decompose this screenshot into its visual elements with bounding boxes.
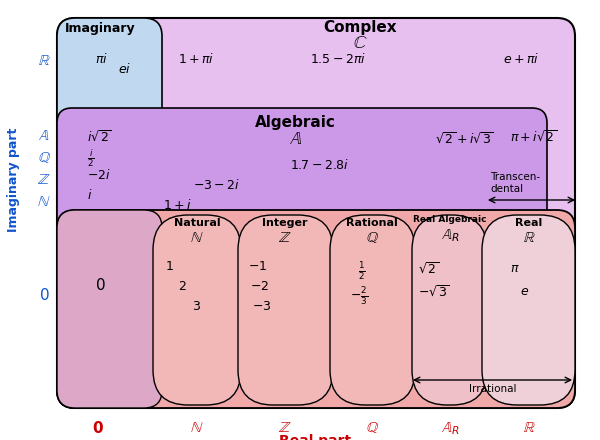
FancyBboxPatch shape — [482, 215, 575, 405]
Text: $\frac{i}{2}$: $\frac{i}{2}$ — [87, 148, 95, 169]
Text: $\mathbb{Q}$: $\mathbb{Q}$ — [365, 230, 379, 245]
Text: $\mathbb{N}$: $\mathbb{N}$ — [37, 194, 51, 209]
FancyBboxPatch shape — [412, 215, 487, 405]
FancyBboxPatch shape — [238, 215, 333, 405]
Text: $\mathbf{0}$: $\mathbf{0}$ — [92, 420, 104, 436]
Text: $2$: $2$ — [178, 280, 187, 293]
Text: $\mathbb{R}$: $\mathbb{R}$ — [523, 230, 535, 245]
Text: $0$: $0$ — [38, 287, 49, 303]
Text: $i$: $i$ — [87, 188, 92, 202]
Text: $-1$: $-1$ — [248, 260, 267, 273]
Text: Imaginary part: Imaginary part — [7, 128, 20, 232]
Text: $-3$: $-3$ — [252, 300, 271, 313]
Text: $\mathbb{A}_R$: $\mathbb{A}_R$ — [440, 227, 460, 244]
Text: $\mathbb{A}$: $\mathbb{A}$ — [38, 128, 50, 143]
Text: $-2$: $-2$ — [250, 280, 269, 293]
Text: $\frac{1}{2}$: $\frac{1}{2}$ — [358, 260, 365, 282]
Text: $\mathbb{R}$: $\mathbb{R}$ — [523, 420, 535, 435]
Text: $\mathbb{A}$: $\mathbb{A}$ — [289, 130, 301, 148]
Text: $e + \pi i$: $e + \pi i$ — [503, 52, 539, 66]
Text: $-2i$: $-2i$ — [87, 168, 111, 182]
Text: $\pi$: $\pi$ — [510, 262, 520, 275]
Text: $1 + \pi i$: $1 + \pi i$ — [178, 52, 214, 66]
FancyBboxPatch shape — [153, 215, 241, 405]
FancyBboxPatch shape — [330, 215, 415, 405]
Text: $3$: $3$ — [192, 300, 201, 313]
Text: $\mathbb{R}$: $\mathbb{R}$ — [38, 52, 50, 67]
Text: $\mathbb{Z}$: $\mathbb{Z}$ — [37, 172, 51, 187]
Text: Irrational: Irrational — [469, 384, 517, 394]
Text: $1 + i$: $1 + i$ — [163, 198, 192, 212]
Text: $i\sqrt{2}$: $i\sqrt{2}$ — [87, 130, 112, 145]
Text: $1$: $1$ — [165, 260, 174, 273]
FancyBboxPatch shape — [57, 210, 575, 408]
Text: $-\frac{2}{3}$: $-\frac{2}{3}$ — [350, 285, 368, 307]
Text: $\pi + i\sqrt{2}$: $\pi + i\sqrt{2}$ — [510, 130, 557, 145]
Text: Real part: Real part — [279, 434, 351, 440]
Text: Rational: Rational — [346, 218, 398, 228]
Text: Real: Real — [515, 218, 542, 228]
Text: $\sqrt{2} + i\sqrt{3}$: $\sqrt{2} + i\sqrt{3}$ — [435, 132, 494, 147]
Text: $\mathbb{A}_R$: $\mathbb{A}_R$ — [440, 420, 460, 436]
Text: $\mathbb{Q}$: $\mathbb{Q}$ — [38, 150, 50, 165]
Text: $ei$: $ei$ — [118, 62, 131, 76]
Text: $\mathbb{Q}$: $\mathbb{Q}$ — [365, 420, 379, 435]
Text: Transcen-
dental: Transcen- dental — [490, 172, 540, 194]
FancyBboxPatch shape — [57, 210, 162, 408]
Text: Imaginary: Imaginary — [65, 22, 136, 35]
Text: $\sqrt{2}$: $\sqrt{2}$ — [418, 262, 439, 277]
Text: $\mathbb{Z}$: $\mathbb{Z}$ — [278, 420, 292, 435]
Text: $\mathbb{Z}$: $\mathbb{Z}$ — [278, 230, 292, 245]
Text: $1.5 - 2\pi i$: $1.5 - 2\pi i$ — [310, 52, 366, 66]
Text: Complex: Complex — [323, 20, 397, 35]
Text: $e$: $e$ — [520, 285, 529, 298]
Text: $1.7 - 2.8i$: $1.7 - 2.8i$ — [290, 158, 349, 172]
Text: Natural: Natural — [173, 218, 220, 228]
FancyBboxPatch shape — [57, 108, 547, 380]
Text: $-3 - 2i$: $-3 - 2i$ — [193, 178, 240, 192]
FancyBboxPatch shape — [57, 18, 575, 408]
Text: $-\sqrt{3}$: $-\sqrt{3}$ — [418, 285, 449, 300]
Text: $0$: $0$ — [95, 277, 106, 293]
Text: $\mathbb{N}$: $\mathbb{N}$ — [190, 230, 204, 245]
Text: Integer: Integer — [262, 218, 308, 228]
Text: $\mathbb{C}$: $\mathbb{C}$ — [353, 34, 367, 52]
Text: Algebraic: Algebraic — [254, 115, 335, 130]
FancyBboxPatch shape — [57, 18, 162, 408]
Text: $\pi i$: $\pi i$ — [95, 52, 108, 66]
Text: Real Algebraic: Real Algebraic — [413, 215, 487, 224]
Text: $\mathbb{N}$: $\mathbb{N}$ — [190, 420, 204, 435]
